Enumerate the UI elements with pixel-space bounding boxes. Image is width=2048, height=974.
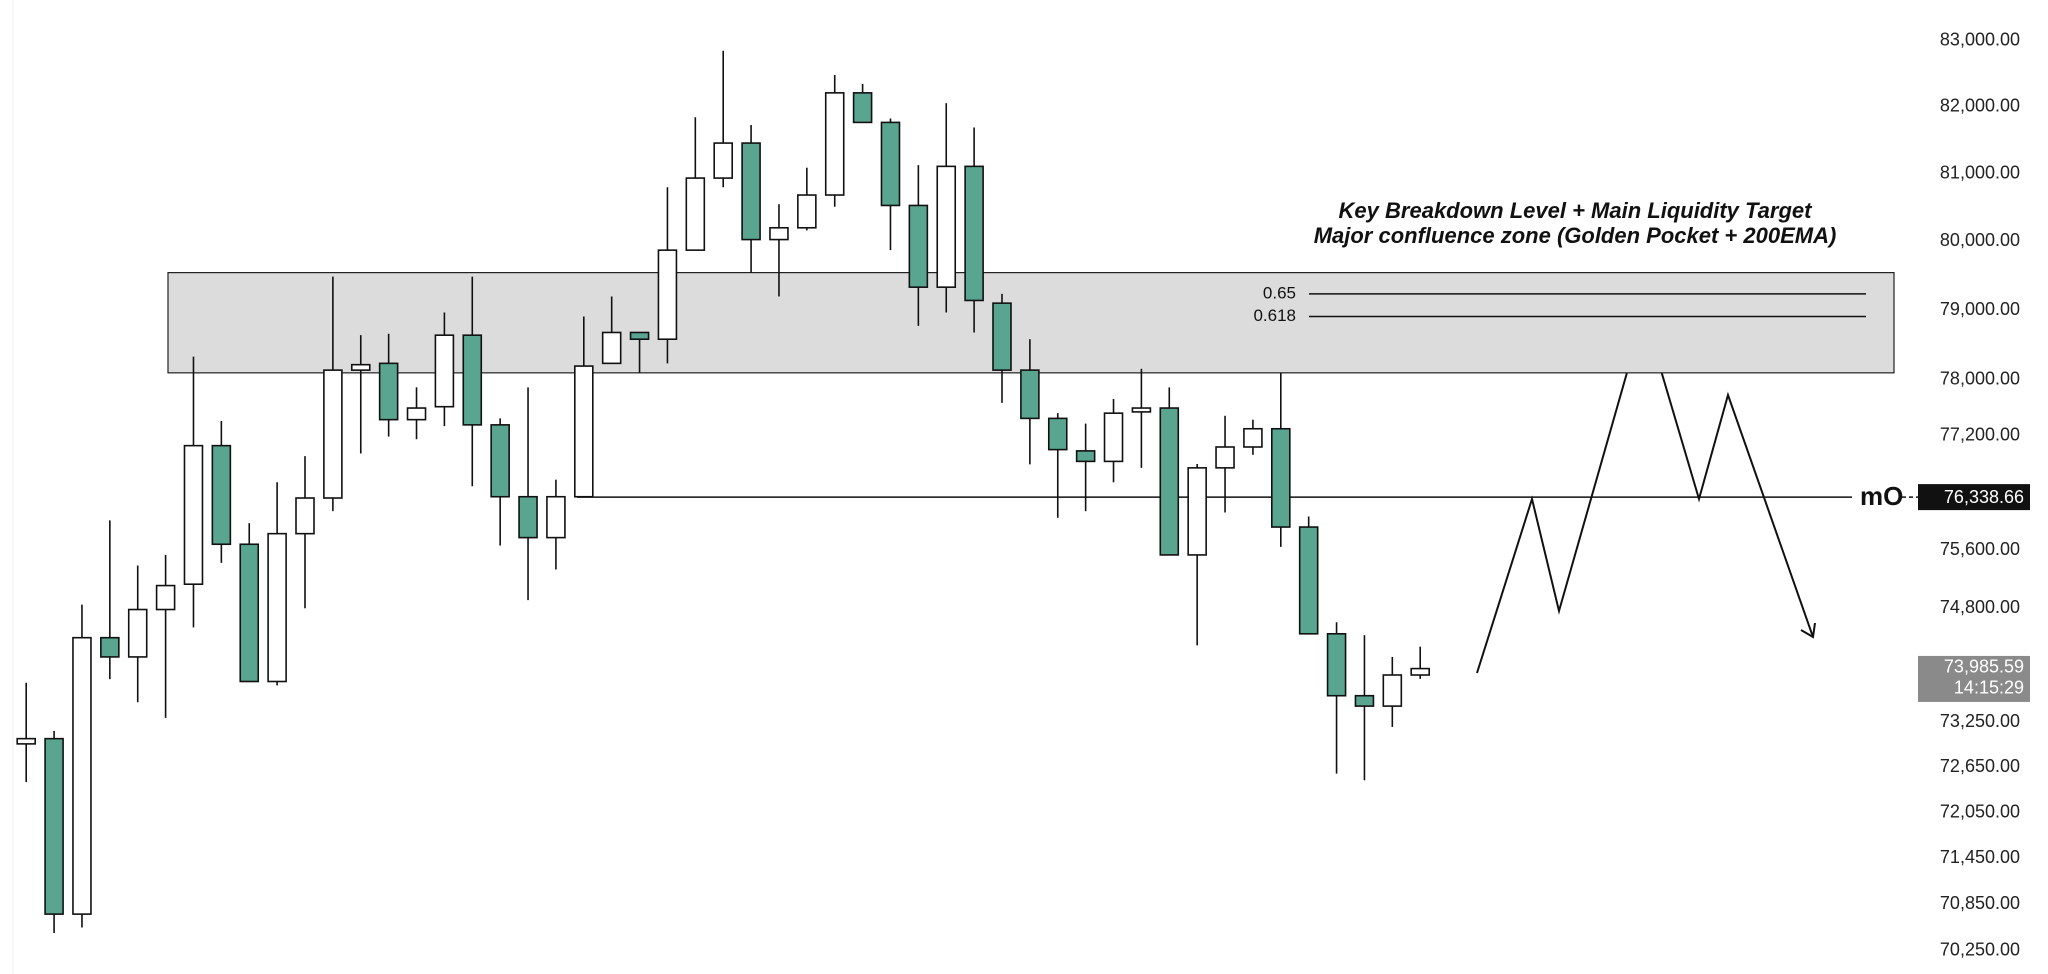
zone-subtitle: Major confluence zone (Golden Pocket + 2… [1314, 223, 1837, 248]
candle-body [127, 608, 148, 658]
y-tick-label: 81,000.00 [1940, 162, 2020, 182]
candle-body [295, 497, 315, 535]
fib-label: 0.618 [1253, 306, 1296, 325]
candle-body [824, 92, 845, 196]
candle-body [211, 444, 232, 546]
candle-body [16, 737, 37, 745]
candle-body [685, 177, 706, 251]
candle-body [657, 249, 678, 341]
y-tick-label: 77,200.00 [1940, 425, 2020, 445]
candle-body [350, 363, 371, 371]
confluence-zone [167, 272, 1895, 374]
y-tick-label: 80,000.00 [1940, 230, 2020, 250]
candle-body [573, 365, 594, 498]
candle-body [462, 334, 483, 426]
candle-body [936, 165, 957, 288]
projection-arrowhead [1800, 622, 1816, 639]
candle-body [1271, 427, 1291, 528]
y-tick-label: 72,650.00 [1940, 756, 2020, 776]
y-tick-label: 74,800.00 [1940, 597, 2020, 617]
candle-body [1103, 412, 1124, 463]
candle-body [713, 142, 734, 179]
candle-body [406, 407, 427, 421]
candle-body [72, 636, 92, 915]
candle-body [490, 424, 510, 498]
candle-body [434, 334, 455, 408]
y-tick-label: 71,450.00 [1940, 847, 2020, 867]
mo-price-tag [1918, 484, 2030, 511]
candle-body [1382, 674, 1403, 707]
y-tick-label: 75,600.00 [1940, 539, 2020, 559]
candle-body [1187, 467, 1207, 556]
candle-body [1326, 633, 1347, 697]
y-tick-label: 78,000.00 [1940, 368, 2020, 388]
candle-body [323, 369, 343, 499]
candle-body [601, 331, 622, 365]
mo-label: mO [1860, 481, 1903, 511]
candle-body [1410, 667, 1430, 676]
candle-body [629, 331, 650, 341]
candle-body [267, 532, 287, 683]
y-tick-label: 72,050.00 [1940, 801, 2020, 821]
y-tick-label: 82,000.00 [1940, 95, 2020, 115]
candle-body [1354, 694, 1375, 707]
countdown-label: 14:15:29 [1954, 678, 2024, 698]
mo-price-label: 76,338.66 [1944, 487, 2024, 507]
candle-body [880, 121, 901, 207]
y-tick-label: 79,000.00 [1940, 299, 2020, 319]
y-tick-label: 70,250.00 [1940, 939, 2020, 959]
candle-body [1215, 446, 1235, 469]
candle-body [1131, 407, 1152, 413]
candle-body [908, 204, 929, 288]
candle-body [1159, 407, 1180, 556]
candle-body [155, 584, 176, 611]
candle-body [852, 92, 873, 124]
candle-body [378, 362, 399, 421]
candle-body [518, 495, 538, 539]
candle-body [769, 226, 789, 241]
candle-body [100, 636, 120, 658]
current-price-label: 73,985.59 [1944, 657, 2024, 677]
candle-body [1243, 427, 1263, 448]
current-price-tag [1918, 655, 2030, 702]
y-tick-label: 73,250.00 [1940, 711, 2020, 731]
candle-body [546, 495, 566, 539]
candle-body [239, 543, 260, 683]
candle-body [1298, 526, 1319, 635]
candle-body [44, 737, 64, 915]
candle-body [1075, 450, 1096, 463]
candle-body [797, 194, 817, 229]
y-tick-label: 83,000.00 [1940, 29, 2020, 49]
candle-body [964, 165, 984, 302]
candle-body [1020, 369, 1040, 420]
candle-body [741, 142, 761, 241]
candle-body [1047, 417, 1068, 451]
candle-body [992, 302, 1012, 371]
y-tick-label: 70,850.00 [1940, 893, 2020, 913]
candle-body [183, 444, 204, 585]
fib-label: 0.65 [1263, 283, 1296, 302]
zone-title: Key Breakdown Level + Main Liquidity Tar… [1339, 198, 1814, 223]
